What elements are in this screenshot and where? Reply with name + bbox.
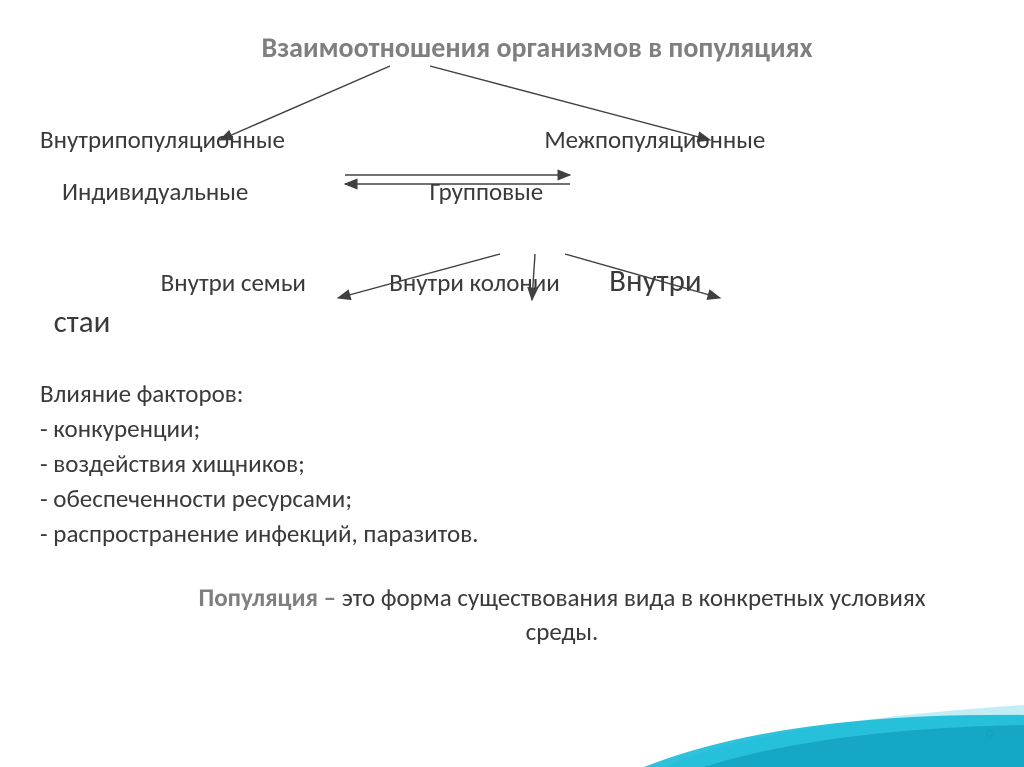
level3-row: Внутри семьи Внутри колонии Внутри стаи — [40, 261, 984, 345]
page-number: 9 — [985, 725, 994, 747]
content-area: Внутрипопуляционные Межпопуляционные Инд… — [40, 123, 984, 649]
definition-block: Популяция – это форма существования вида… — [40, 581, 984, 649]
level3-c-suffix: стаи — [54, 303, 111, 341]
level3-c-prefix: Внутри — [609, 262, 702, 300]
level1-row: Внутрипопуляционные Межпопуляционные — [40, 123, 984, 157]
factors-item: - воздействия хищников; — [40, 446, 984, 481]
definition-term: Популяция — [198, 582, 318, 613]
factors-item: - распространение инфекций, паразитов. — [40, 516, 984, 551]
definition-dash: – — [318, 582, 342, 613]
level1-right: Межпопуляционные — [544, 124, 765, 155]
factors-block: Влияние факторов: - конкуренции; - возде… — [40, 376, 984, 551]
definition-text: это форма существования вида в конкретны… — [342, 582, 926, 647]
level2-row: Индивидуальные Групповые — [40, 175, 984, 209]
corner-decoration — [644, 667, 1024, 767]
level2-right: Групповые — [430, 176, 544, 207]
factors-heading: Влияние факторов: — [40, 376, 984, 411]
level3-b: Внутри колонии — [389, 267, 560, 298]
factors-item: - обеспеченности ресурсами; — [40, 481, 984, 516]
factors-item: - конкуренции; — [40, 411, 984, 446]
slide-container: Взаимоотношения организмов в популяциях … — [0, 0, 1024, 767]
level1-left: Внутрипопуляционные — [40, 124, 285, 155]
level3-a: Внутри семьи — [161, 267, 306, 298]
level2-left: Индивидуальные — [62, 176, 248, 207]
slide-title: Взаимоотношения организмов в популяциях — [90, 30, 984, 65]
